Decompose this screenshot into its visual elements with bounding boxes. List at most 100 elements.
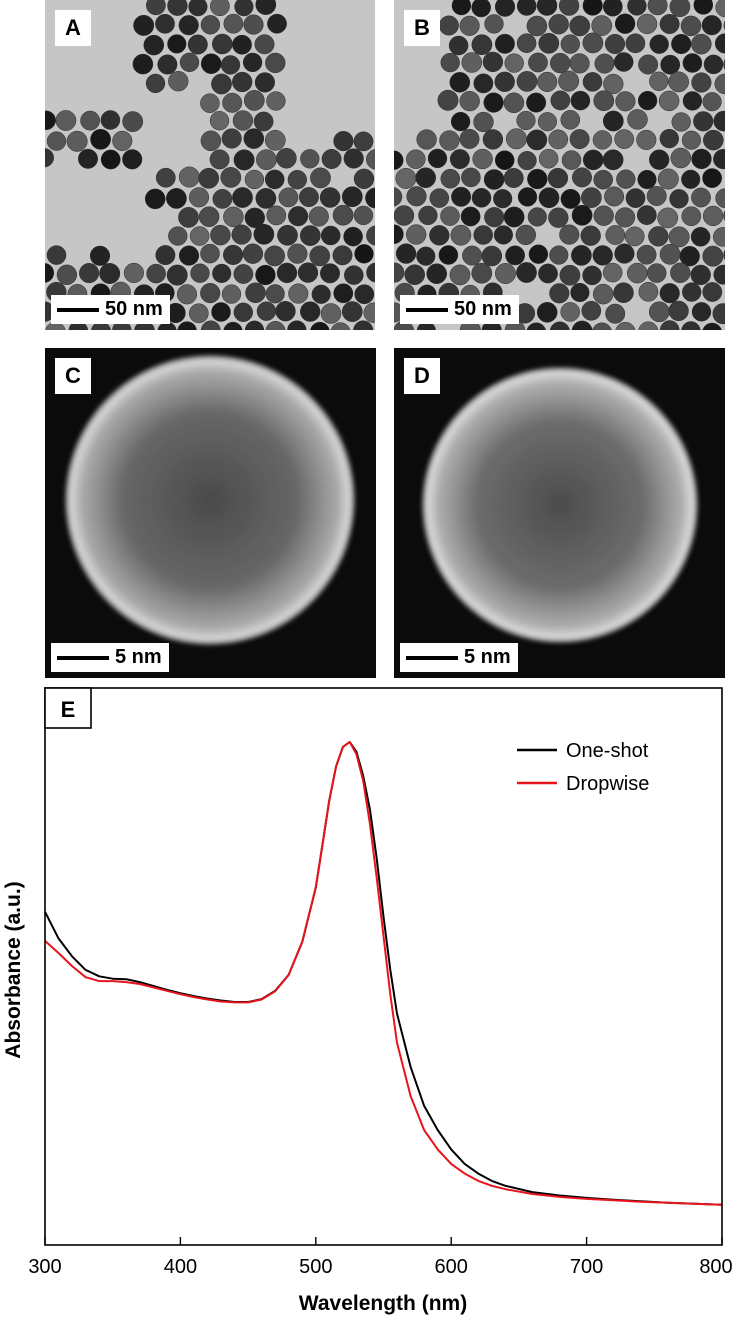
nanoparticle	[330, 322, 351, 330]
nanoparticle	[580, 225, 601, 246]
nanoparticle	[310, 167, 331, 189]
nanoparticle	[680, 15, 702, 37]
nanoparticle	[155, 13, 175, 34]
nanoparticle	[614, 129, 635, 149]
nanoparticle	[702, 168, 722, 188]
nanoparticle	[570, 282, 590, 303]
nanoparticle	[715, 0, 725, 18]
legend-label-one-shot: One-shot	[566, 740, 649, 762]
nanoparticle	[112, 130, 133, 151]
nanoparticle	[516, 110, 536, 131]
nanoparticle	[528, 244, 549, 264]
nanoparticle	[309, 245, 331, 267]
nanoparticle	[636, 205, 657, 225]
nanoparticle	[591, 15, 613, 36]
nanoparticle	[605, 303, 626, 324]
nanoparticle	[473, 73, 494, 94]
nanoparticle	[471, 188, 492, 208]
nanoparticle	[494, 150, 515, 170]
nanoparticle	[297, 262, 319, 283]
nanoparticle	[636, 13, 658, 35]
nanoparticle	[354, 284, 375, 305]
nanoparticle	[439, 130, 460, 151]
x-tick-label: 800	[699, 1256, 732, 1278]
nanoparticle	[222, 92, 243, 113]
nanoparticle	[311, 284, 331, 304]
scale-bar-c: 5 nm	[51, 643, 169, 672]
nanoparticle	[646, 263, 667, 283]
nanoparticle	[253, 111, 274, 132]
nanoparticle	[188, 0, 208, 17]
nanoparticle	[484, 207, 505, 228]
nanoparticle	[723, 20, 725, 31]
nanoparticle	[449, 149, 470, 170]
nanoparticle	[594, 53, 615, 74]
nanoparticle	[188, 187, 210, 208]
nanoparticle	[669, 189, 689, 209]
absorbance-chart-svg: 300 400 500 600 700 800 E One-shot Dropwise W…	[2, 687, 733, 1315]
nanoparticle	[593, 205, 614, 226]
nanoparticle	[593, 90, 615, 112]
nanoparticle	[569, 15, 591, 37]
nanoparticle	[701, 15, 722, 36]
x-tick-label: 700	[570, 1256, 603, 1278]
nanoparticle	[483, 92, 504, 113]
nanoparticle	[449, 264, 471, 286]
nanoparticle	[605, 225, 626, 245]
nanoparticle	[558, 70, 580, 92]
nanoparticle	[333, 131, 354, 152]
tem-panel-a: A 50 nm	[45, 0, 375, 330]
nanoparticle	[264, 245, 285, 267]
nanoparticle	[516, 33, 537, 53]
nanoparticle	[418, 205, 438, 226]
nanoparticle	[45, 148, 54, 168]
nanoparticle	[691, 33, 712, 55]
nanoparticle	[659, 320, 680, 330]
nanoparticle	[243, 128, 265, 149]
nanoparticle	[232, 187, 253, 208]
nanoparticle	[187, 34, 208, 55]
nanoparticle	[244, 207, 265, 228]
nanoparticle	[459, 128, 480, 149]
nanoparticle	[209, 149, 230, 170]
nanoparticle	[516, 0, 537, 16]
nanoparticle	[571, 204, 593, 226]
nanoparticle	[615, 91, 636, 112]
nanoparticle	[702, 282, 723, 302]
nanoparticle	[503, 168, 524, 188]
nanoparticle	[461, 52, 483, 73]
nanoparticle	[604, 186, 625, 207]
nanoparticle	[210, 0, 230, 17]
nanoparticle	[550, 52, 571, 74]
nanoparticle	[233, 264, 254, 284]
nanoparticle	[638, 321, 659, 330]
nanoparticle	[266, 205, 287, 226]
nanoparticle	[538, 32, 560, 54]
nanoparticle	[681, 169, 701, 189]
nanoparticle	[625, 188, 646, 208]
nanoparticle	[702, 205, 724, 227]
nanoparticle	[517, 151, 537, 171]
nanoparticle	[166, 264, 188, 286]
nanoparticle	[300, 301, 321, 322]
nanoparticle	[604, 33, 626, 55]
nanoparticle	[658, 90, 680, 112]
nanoparticle	[394, 205, 415, 226]
nanoparticle	[395, 167, 417, 189]
nanoparticle	[223, 206, 244, 228]
nanoparticle	[200, 283, 221, 304]
nanoparticle	[671, 112, 691, 132]
nanoparticle	[200, 15, 221, 35]
nanoparticle	[493, 189, 513, 209]
nanoparticle	[56, 264, 78, 285]
nanoparticle	[200, 320, 221, 330]
nanoparticle	[210, 224, 231, 246]
nanoparticle	[670, 262, 691, 283]
nanoparticle	[366, 149, 375, 170]
nanoparticle	[344, 265, 364, 285]
nanoparticle	[549, 245, 569, 265]
nanoparticle	[559, 224, 580, 245]
nanoparticle	[627, 0, 647, 16]
nanoparticle	[168, 71, 189, 92]
nanoparticle	[438, 245, 459, 265]
